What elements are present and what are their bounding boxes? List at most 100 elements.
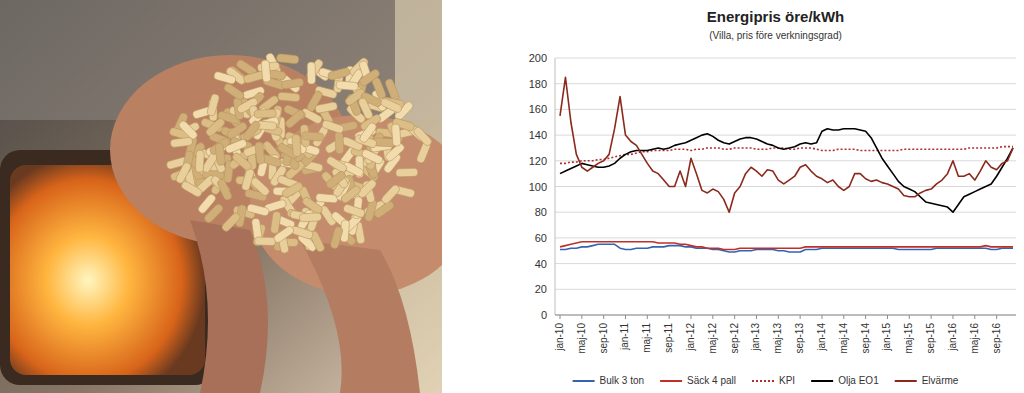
pellet bbox=[380, 184, 401, 206]
pellet bbox=[361, 148, 384, 165]
grid-line bbox=[555, 212, 1016, 213]
pellet bbox=[246, 203, 269, 216]
grid-line bbox=[555, 289, 1016, 290]
x-tick-label: jan-10 bbox=[554, 323, 565, 352]
pellet bbox=[358, 68, 381, 87]
legend-swatch bbox=[573, 380, 595, 382]
pellet bbox=[307, 62, 315, 84]
x-tick-label: jan-14 bbox=[816, 323, 827, 352]
pellet bbox=[336, 81, 359, 91]
pellet bbox=[178, 119, 199, 140]
grid-line bbox=[555, 58, 1016, 59]
pellet bbox=[335, 132, 344, 154]
wrist bbox=[300, 240, 420, 393]
y-tick-label: 60 bbox=[535, 232, 547, 244]
pellet bbox=[299, 213, 321, 222]
legend-label: KPI bbox=[779, 375, 795, 386]
pellet bbox=[380, 97, 403, 114]
pellet bbox=[221, 211, 242, 232]
x-tick-label: maj-12 bbox=[707, 323, 718, 354]
x-tick bbox=[669, 315, 670, 319]
x-tick bbox=[821, 315, 822, 319]
legend-label: Säck 4 pall bbox=[687, 375, 736, 386]
pellet bbox=[255, 142, 265, 165]
pellet bbox=[391, 124, 401, 147]
pellet bbox=[241, 168, 255, 191]
wrist bbox=[190, 220, 268, 393]
x-tick-label: sep-16 bbox=[991, 323, 1002, 354]
grid-line bbox=[555, 315, 1016, 316]
pellet bbox=[278, 92, 301, 102]
pellet bbox=[175, 161, 192, 184]
pellet bbox=[396, 168, 418, 177]
lines bbox=[560, 77, 1013, 252]
pellet bbox=[357, 97, 374, 120]
x-tick bbox=[734, 315, 735, 319]
y-tick-label: 20 bbox=[535, 283, 547, 295]
pellet bbox=[254, 109, 276, 118]
pellet bbox=[292, 134, 302, 157]
x-axis bbox=[555, 315, 1016, 316]
photo bbox=[0, 0, 442, 393]
pellet bbox=[302, 131, 325, 141]
x-tick bbox=[865, 315, 866, 319]
x-tick-label: sep-10 bbox=[598, 323, 609, 354]
legend-label: Elvärme bbox=[922, 375, 959, 386]
legend: Bulk 3 tonSäck 4 pallKPIOlja EO1Elvärme bbox=[573, 375, 959, 386]
x-tick bbox=[712, 315, 713, 319]
grid-line bbox=[555, 263, 1016, 264]
x-tick bbox=[625, 315, 626, 319]
pellet bbox=[321, 119, 344, 134]
y-tick-label: 80 bbox=[535, 206, 547, 218]
legend-label: Bulk 3 ton bbox=[600, 375, 644, 386]
pellet bbox=[254, 237, 276, 246]
pellet bbox=[327, 67, 350, 80]
title: Energipris öre/kWh bbox=[707, 8, 845, 25]
y-tick-label: 160 bbox=[529, 103, 547, 115]
legend-swatch bbox=[660, 380, 682, 382]
pellet bbox=[281, 181, 304, 199]
x-tick bbox=[560, 315, 561, 319]
x-tick bbox=[996, 315, 997, 319]
grid-line bbox=[555, 135, 1016, 136]
legend-swatch bbox=[752, 380, 774, 382]
x-tick bbox=[909, 315, 910, 319]
x-tick-label: jan-13 bbox=[750, 323, 761, 352]
pellet bbox=[195, 150, 204, 172]
x-tick bbox=[974, 315, 975, 319]
series-line bbox=[560, 129, 1013, 213]
pellet bbox=[242, 120, 262, 142]
y-tick-label: 140 bbox=[529, 129, 547, 141]
x-tick-label: sep-15 bbox=[925, 323, 936, 354]
y-tick-label: 100 bbox=[529, 181, 547, 193]
y-tick-label: 180 bbox=[529, 78, 547, 90]
x-tick-label: maj-13 bbox=[772, 323, 783, 354]
pellet bbox=[216, 178, 233, 201]
page: Energipris öre/kWh(Villa, pris före verk… bbox=[0, 0, 1024, 393]
x-tick-label: jan-12 bbox=[685, 323, 696, 352]
pellet bbox=[342, 204, 365, 219]
pellet bbox=[249, 176, 271, 197]
legend-swatch bbox=[895, 380, 917, 382]
y-axis bbox=[555, 58, 556, 315]
pellet bbox=[325, 170, 347, 190]
x-tick-label: sep-14 bbox=[860, 323, 871, 354]
x-tick-label: maj-15 bbox=[903, 323, 914, 354]
hand-left bbox=[110, 55, 350, 245]
x-tick-label: maj-10 bbox=[576, 323, 587, 354]
x-tick bbox=[800, 315, 801, 319]
x-tick bbox=[581, 315, 582, 319]
x-tick-label: sep-11 bbox=[663, 323, 674, 353]
x-tick-label: maj-11 bbox=[641, 323, 652, 353]
x-tick-label: maj-14 bbox=[838, 323, 849, 354]
grid-line bbox=[555, 237, 1016, 238]
pellet bbox=[330, 226, 344, 249]
pellet bbox=[281, 78, 304, 89]
pellet bbox=[301, 196, 324, 215]
x-tick-label: sep-12 bbox=[729, 323, 740, 354]
x-tick bbox=[778, 315, 779, 319]
x-tick bbox=[756, 315, 757, 319]
y-tick-label: 120 bbox=[529, 155, 547, 167]
pellets bbox=[166, 52, 433, 254]
grid-line bbox=[555, 83, 1016, 84]
